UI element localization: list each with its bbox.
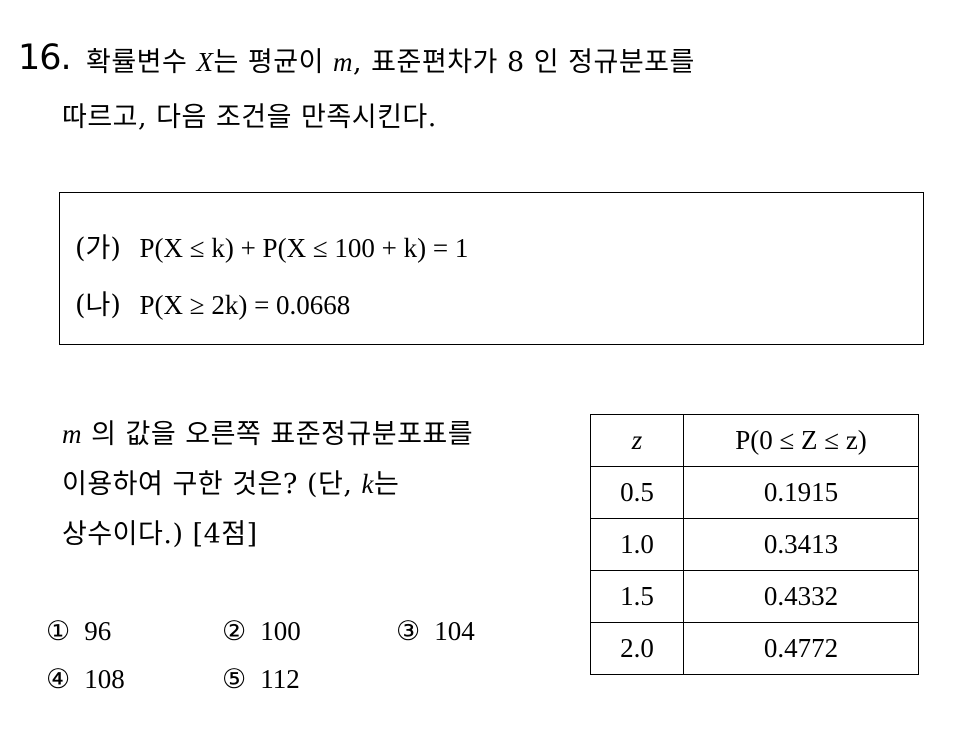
condition-b: (나) P(X ≥ 2k) = 0.0668	[75, 283, 350, 322]
mean-variable: m	[62, 419, 82, 449]
choice-value: 96	[84, 616, 112, 646]
choice-mark: ④	[46, 664, 71, 695]
table-cell-probability: 0.4772	[683, 622, 919, 675]
table-cell-z: 1.0	[590, 518, 684, 571]
table-row: 0.5 0.1915	[590, 466, 919, 519]
table-cell-probability: 0.3413	[683, 518, 919, 571]
choice-value: 108	[84, 664, 125, 694]
choice-value: 100	[260, 616, 301, 646]
constant-variable: k	[361, 469, 374, 499]
table-row: 1.0 0.3413	[590, 518, 919, 571]
ask-line-1: m 의 값을 오른쪽 표준정규분포표를	[62, 412, 473, 451]
answer-choice-1[interactable]: ① 96	[46, 616, 111, 647]
table-cell-probability: 0.1915	[683, 466, 919, 519]
question-stem-line-2: 따르고, 다음 조건을 만족시킨다.	[62, 102, 437, 133]
table-header-z: z	[590, 414, 684, 467]
question-stem-line-1: 확률변수 X는 평균이 m, 표준편차가 8 인 정규분포를	[86, 40, 695, 79]
condition-a: (가) P(X ≤ k) + P(X ≤ 100 + k) = 1	[75, 226, 468, 265]
table-cell-probability: 0.4332	[683, 570, 919, 623]
table-row: 2.0 0.4772	[590, 622, 919, 675]
answer-choice-4[interactable]: ④ 108	[46, 664, 125, 695]
answer-choice-3[interactable]: ③ 104	[396, 616, 475, 647]
answer-choice-2[interactable]: ② 100	[222, 616, 301, 647]
choice-mark: ⑤	[222, 664, 247, 695]
stem-text: , 표준편차가 8 인 정규분포를	[353, 47, 695, 78]
answer-choice-5[interactable]: ⑤ 112	[222, 664, 300, 695]
condition-label: (나)	[75, 290, 121, 321]
table-header-probability: P(0 ≤ Z ≤ z)	[683, 414, 919, 467]
stem-text: 는 평균이	[213, 47, 324, 78]
choice-mark: ②	[222, 616, 247, 647]
table-cell-z: 2.0	[590, 622, 684, 675]
mean-variable: m	[333, 47, 354, 77]
choice-value: 104	[434, 616, 475, 646]
conditions-box	[59, 192, 924, 345]
table-row: 1.5 0.4332	[590, 570, 919, 623]
ask-text: 는	[373, 469, 400, 500]
choice-mark: ①	[46, 616, 71, 647]
standard-normal-table: z P(0 ≤ Z ≤ z) 0.5 0.1915 1.0 0.3413 1.5…	[590, 414, 919, 675]
table-cell-z: 0.5	[590, 466, 684, 519]
ask-line-2: 이용하여 구한 것은? (단, k는	[62, 462, 399, 501]
question-number: 16.	[18, 38, 72, 78]
condition-expression: P(X ≤ k) + P(X ≤ 100 + k) = 1	[139, 233, 469, 263]
table-cell-z: 1.5	[590, 570, 684, 623]
random-variable: X	[196, 47, 214, 77]
stem-text: 확률변수	[86, 47, 188, 78]
ask-line-3: 상수이다.) [4점]	[62, 519, 258, 550]
condition-expression: P(X ≥ 2k) = 0.0668	[139, 290, 351, 320]
choice-value: 112	[260, 664, 300, 694]
ask-text: 의 값을 오른쪽 표준정규분포표를	[91, 419, 474, 450]
condition-label: (가)	[75, 233, 121, 264]
table-header-row: z P(0 ≤ Z ≤ z)	[590, 414, 919, 467]
ask-text: 이용하여 구한 것은? (단,	[62, 469, 353, 500]
choice-mark: ③	[396, 616, 421, 647]
